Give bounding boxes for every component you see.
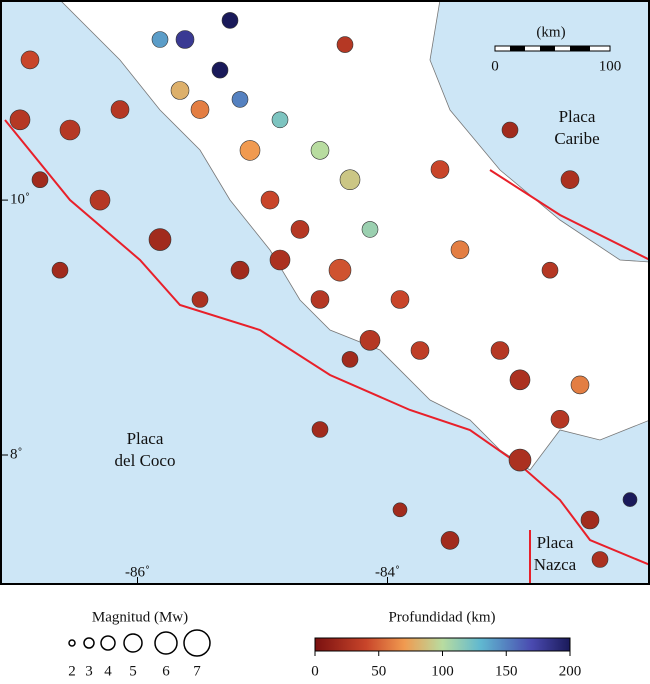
scale-title: (km) (536, 24, 565, 40)
earthquake (311, 421, 329, 438)
scale-bar: (km) 0 100 (491, 24, 621, 74)
earthquake (310, 290, 330, 309)
earthquake (89, 189, 111, 211)
earthquake (290, 220, 310, 239)
earthquake (560, 170, 580, 190)
scale-tick: 0 (491, 58, 499, 74)
quakes (9, 12, 638, 568)
earthquake (341, 351, 359, 368)
earthquake (221, 12, 239, 29)
earthquake (570, 375, 590, 395)
earthquake (51, 261, 69, 279)
earthquake (271, 111, 289, 129)
earthquake (410, 341, 430, 360)
earthquake (9, 109, 31, 131)
earthquake (59, 119, 81, 141)
y-tick-label: 10˚ (10, 192, 30, 208)
colorbar-tick-label: 50 (371, 663, 386, 679)
x-tick-label: -86˚ (125, 564, 150, 580)
magnitude-legend-label: 2 (68, 663, 76, 679)
earthquake (191, 291, 209, 308)
earthquake (392, 502, 408, 518)
earthquake (239, 140, 261, 161)
scale-seg (540, 46, 555, 51)
earthquake (328, 258, 352, 282)
earthquake (440, 531, 460, 550)
earthquake (310, 141, 330, 160)
earthquake (110, 100, 130, 119)
earthquake (622, 492, 638, 507)
earthquake (175, 30, 195, 49)
earthquake (490, 341, 510, 360)
magnitude-legend-circle (83, 637, 95, 649)
earthquake (20, 50, 40, 70)
magnitude-legend-circle (68, 639, 76, 647)
earthquake (31, 171, 49, 189)
earthquake (550, 410, 570, 429)
earthquake (211, 61, 229, 79)
colorbar-tick-label: 150 (495, 663, 518, 679)
magnitude-legend-circle (183, 629, 211, 657)
place-label: Placa (559, 107, 596, 126)
magnitude-legend-label: 4 (104, 663, 112, 679)
earthquake (501, 121, 519, 139)
y-tick-label: 8˚ (10, 446, 23, 462)
earthquake (269, 249, 291, 271)
earthquake (148, 228, 172, 251)
colorbar-tick-label: 0 (311, 663, 319, 679)
colorbar-tick-label: 100 (431, 663, 454, 679)
earthquake (339, 169, 361, 191)
earthquake (541, 261, 559, 279)
earthquake (390, 290, 410, 309)
x-tick-label: -84˚ (375, 564, 400, 580)
map-frame (0, 0, 650, 585)
earthquake (151, 31, 169, 48)
magnitude-legend-label: 5 (129, 663, 137, 679)
magnitude-legend-circle (154, 631, 178, 655)
magnitude-legend-label: 7 (193, 663, 201, 679)
scale-tick: 100 (599, 58, 622, 74)
magnitude-legend-circle (123, 633, 143, 653)
earthquake (361, 221, 379, 238)
earthquake (508, 448, 532, 472)
earthquake (359, 329, 381, 351)
earthquake (450, 240, 470, 260)
earthquake (430, 160, 450, 179)
place-label: Placa (127, 429, 164, 448)
legend-title: Magnitud (Mw) (92, 609, 188, 625)
trench (4, 119, 650, 566)
earthquake (591, 551, 609, 568)
earthquake (336, 36, 354, 53)
scale-seg (510, 46, 525, 51)
earthquake (231, 91, 249, 108)
earthquake (190, 100, 210, 119)
magnitude-legend-label: 3 (85, 663, 93, 679)
earthquake (509, 369, 531, 391)
earthquake (170, 81, 190, 100)
fault (489, 169, 650, 261)
magnitude-legend-label: 6 (162, 663, 170, 679)
colorbar-tick-label: 200 (559, 663, 582, 679)
place-label: Nazca (534, 555, 577, 574)
place-label: Placa (537, 533, 574, 552)
place-label: del Coco (115, 451, 176, 470)
earthquake (230, 260, 250, 280)
earthquake (580, 510, 600, 530)
legend-title: Profundidad (km) (388, 609, 495, 625)
scale-seg (570, 46, 590, 51)
earthquake (260, 190, 280, 210)
depth-colorbar (314, 637, 571, 652)
magnitude-legend-circle (100, 635, 116, 651)
place-label: Caribe (554, 129, 599, 148)
